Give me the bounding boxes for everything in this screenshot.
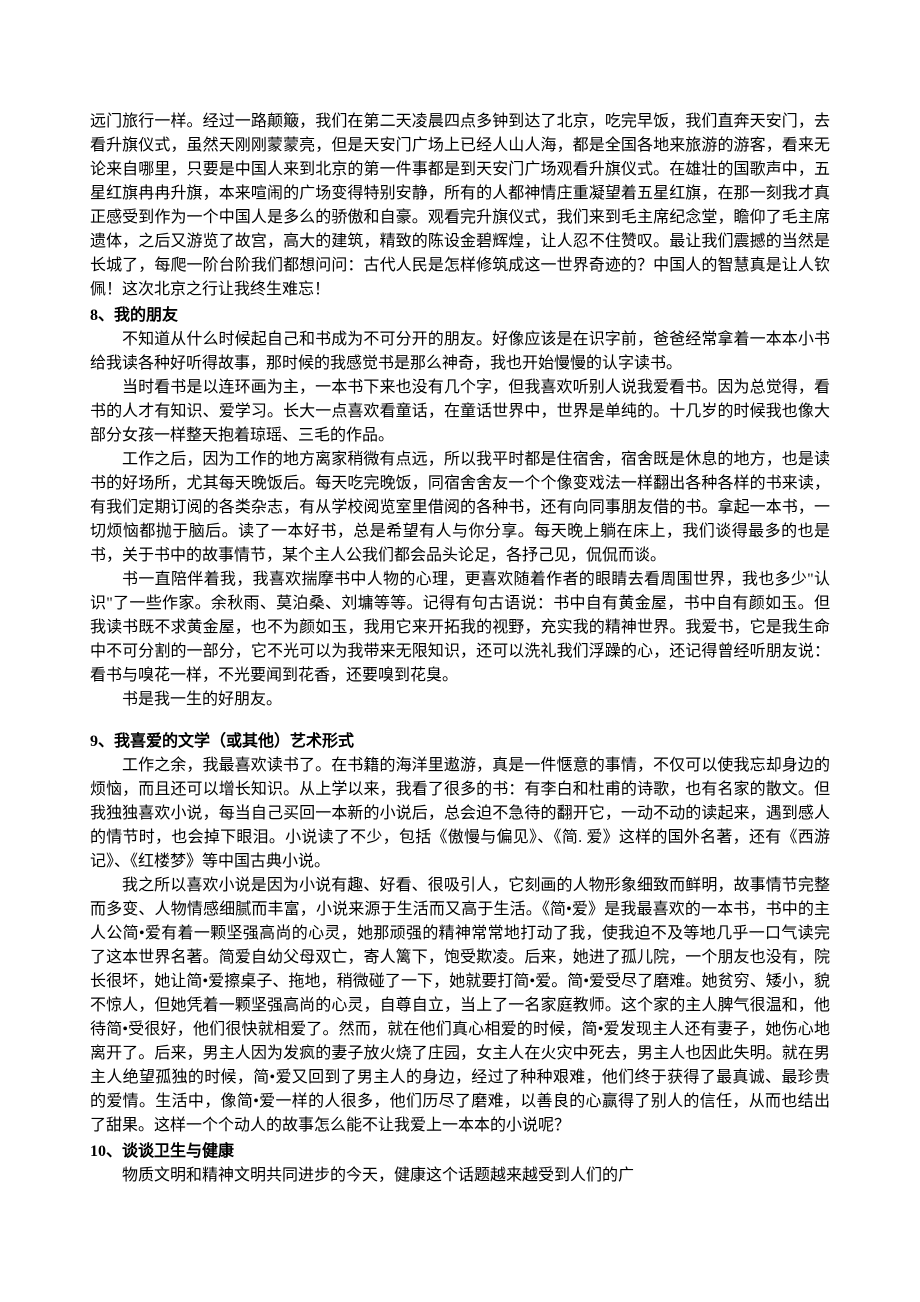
section-8-p2: 当时看书是以连环画为主，一本书下来也没有几个字，但我喜欢听别人说我爱看书。因为总… xyxy=(90,376,830,448)
section-8-heading: 8、我的朋友 xyxy=(90,304,830,328)
section-9-heading: 9、我喜爱的文学（或其他）艺术形式 xyxy=(90,730,830,754)
intro-paragraph: 远门旅行一样。经过一路颠簸，我们在第二天凌晨四点多钟到达了北京，吃完早饭，我们直… xyxy=(90,110,830,302)
section-8-p3: 工作之后，因为工作的地方离家稍微有点远，所以我平时都是住宿舍，宿舍既是休息的地方… xyxy=(90,448,830,568)
section-10-p1: 物质文明和精神文明共同进步的今天，健康这个话题越来越受到人们的广 xyxy=(90,1164,830,1188)
section-8-p5: 书是我一生的好朋友。 xyxy=(90,688,830,712)
section-10-heading: 10、谈谈卫生与健康 xyxy=(90,1140,830,1164)
section-9-p2: 我之所以喜欢小说是因为小说有趣、好看、很吸引人，它刻画的人物形象细致而鲜明，故事… xyxy=(90,874,830,1138)
section-9-p1: 工作之余，我最喜欢读书了。在书籍的海洋里遨游，真是一件惬意的事情，不仅可以使我忘… xyxy=(90,754,830,874)
section-8-p4: 书一直陪伴着我，我喜欢揣摩书中人物的心理，更喜欢随着作者的眼睛去看周围世界，我也… xyxy=(90,568,830,688)
section-8-p1: 不知道从什么时候起自己和书成为不可分开的朋友。好像应该是在识字前，爸爸经常拿着一… xyxy=(90,328,830,376)
